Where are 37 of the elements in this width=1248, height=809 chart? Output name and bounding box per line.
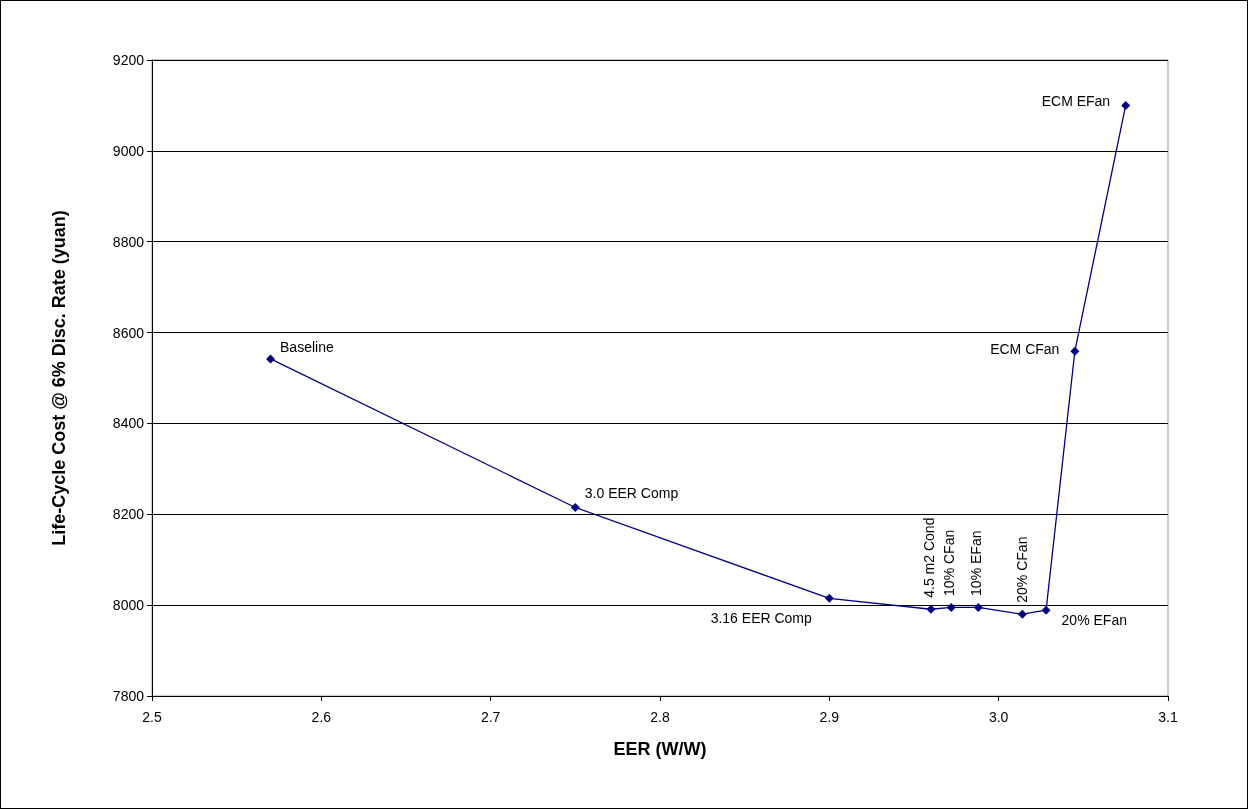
point (1041, 605, 1051, 615)
y-tick-label: 8800 (112, 233, 145, 250)
x-tick-label: 2.9 (819, 709, 840, 725)
y-tick-label: 8000 (112, 597, 145, 614)
y-tick-label: 8400 (112, 415, 145, 432)
y-tick-label: 8600 (112, 324, 145, 341)
y-tick-label: 7800 (112, 688, 145, 704)
x-tick-label: 2.6 (311, 709, 332, 725)
point (266, 354, 276, 364)
annotation: ECM EFan (1041, 93, 1111, 110)
y-axis-title: Life-Cycle Cost @ 6% Disc. Rate (yuan) (49, 210, 69, 546)
point (926, 604, 936, 614)
x-axis-title: EER (W/W) (613, 739, 707, 759)
annotation: 10% EFan (968, 530, 985, 596)
point (1121, 100, 1131, 110)
point (1017, 609, 1027, 619)
x-tick-label: 3.0 (988, 709, 1009, 725)
annotation: 3.0 EER Comp (584, 485, 679, 502)
annotation: 4.5 m2 Cond (920, 517, 937, 598)
annotation: Baseline (280, 338, 334, 355)
x-tick-label: 2.7 (480, 709, 501, 725)
point (1070, 346, 1080, 356)
point (946, 602, 956, 612)
annotation: 20% CFan (1014, 536, 1031, 603)
x-tick-label: 2.8 (650, 709, 670, 725)
point (824, 593, 834, 603)
y-tick-label: 8200 (112, 506, 145, 523)
y-tick-label: 9000 (112, 142, 145, 159)
x-tick-label: 3.1 (1158, 709, 1178, 725)
point (973, 602, 983, 612)
x-tick-label: 2.5 (142, 709, 162, 725)
point (570, 502, 580, 512)
y-tick-label: 9200 (112, 52, 145, 68)
annotation: 10% CFan (941, 529, 958, 596)
annotation: ECM CFan (990, 341, 1060, 358)
annotation: 20% EFan (1061, 612, 1127, 629)
annotation: 3.16 EER Comp (710, 610, 813, 627)
